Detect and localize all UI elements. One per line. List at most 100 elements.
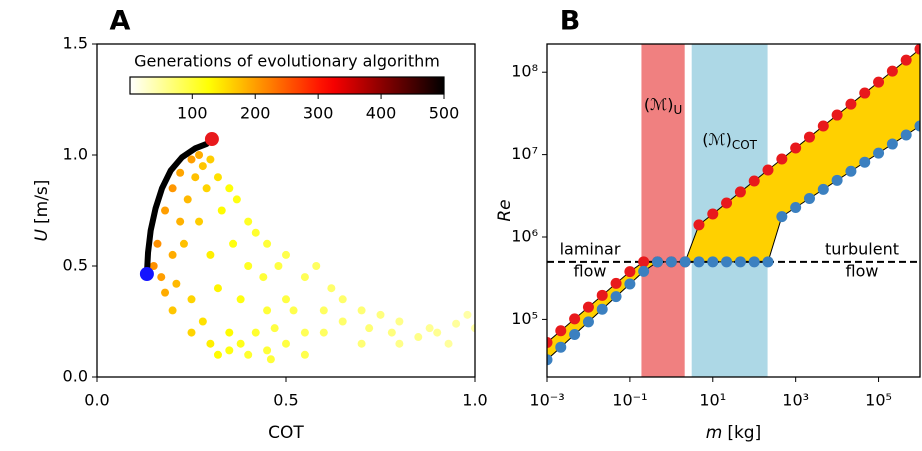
scatter-point: [395, 339, 404, 348]
series-dot: [914, 120, 920, 132]
scatter-point: [157, 273, 166, 282]
panel-label: B: [560, 6, 581, 37]
scatter-point: [225, 328, 234, 337]
scatter-point: [198, 317, 207, 326]
scatter-point: [263, 239, 272, 248]
series-dot: [624, 278, 636, 290]
scatter-point: [225, 346, 234, 355]
series-dot: [873, 76, 885, 88]
scatter-point: [357, 339, 366, 348]
colorbar-tick-label: 300: [303, 104, 334, 123]
scatter-point: [206, 155, 215, 164]
plot-area: [547, 44, 920, 377]
series-dot: [610, 291, 622, 303]
colorbar-tick-label: 400: [366, 104, 397, 123]
axis-label-unit: [m/s]: [32, 180, 52, 224]
series-dot: [638, 265, 650, 277]
scatter-point: [259, 273, 268, 282]
colorbar-tick-label: 100: [177, 104, 208, 123]
scatter-point: [183, 195, 192, 204]
series-dot: [693, 256, 705, 268]
series-dot: [707, 208, 719, 220]
y-tick-label: 1.0: [63, 145, 88, 164]
scatter-point: [300, 350, 309, 359]
series-dot: [790, 142, 802, 154]
series-dot: [845, 165, 857, 177]
scatter-point: [433, 328, 442, 337]
y-tick-label: 1.5: [63, 34, 88, 53]
series-line: [547, 48, 920, 343]
series-dot: [569, 313, 581, 325]
band-label-sub: COT: [732, 138, 758, 152]
scatter-point: [414, 333, 423, 342]
scatter-point: [187, 328, 196, 337]
scatter-point: [187, 155, 196, 164]
series-dot: [596, 289, 608, 301]
scatter-point: [300, 273, 309, 282]
axis-label: m [kg]: [706, 423, 761, 443]
axis-label-unit: [kg]: [727, 423, 761, 443]
band-label: (ℳ)COT: [702, 130, 757, 152]
axis-label: COT: [268, 423, 304, 443]
scatter-point: [471, 324, 475, 333]
scatter-point: [236, 339, 245, 348]
series-dot: [555, 341, 567, 353]
band-label-text: (ℳ): [702, 130, 732, 149]
series-dot: [638, 256, 650, 268]
series-dot: [859, 87, 871, 99]
scatter-point: [444, 339, 453, 348]
scatter-point: [172, 279, 181, 288]
scatter-point: [206, 339, 215, 348]
panel-label: A: [110, 6, 131, 37]
series-dot: [873, 147, 885, 159]
scatter-point: [365, 324, 374, 333]
series-dot: [707, 256, 719, 268]
scatter-point: [319, 328, 328, 337]
axis-label-text: COT: [268, 423, 304, 443]
scatter-point: [266, 355, 275, 364]
scatter-point: [213, 284, 222, 293]
series-dot: [748, 175, 760, 187]
series-dot: [582, 316, 594, 328]
series-dot: [748, 256, 760, 268]
series-dot: [845, 98, 857, 110]
series-dot: [721, 197, 733, 209]
scatter-point: [289, 306, 298, 315]
series-dot: [596, 303, 608, 315]
axis-label: U [m/s]: [32, 180, 52, 242]
series-dot: [610, 277, 622, 289]
scatter-point: [282, 250, 290, 259]
scatter-point: [229, 239, 238, 248]
scatter-point: [300, 328, 309, 337]
series-dot: [790, 202, 802, 214]
series-dot: [547, 354, 553, 366]
series-dot: [652, 256, 664, 268]
scatter-point: [357, 306, 366, 315]
scatter-point: [251, 228, 260, 237]
scatter-point: [387, 328, 396, 337]
scatter-point: [202, 184, 211, 193]
band: [641, 44, 685, 377]
y-tick-label: 10⁷: [511, 144, 538, 163]
x-tick-label: 10¹: [699, 391, 726, 410]
scatter-point: [425, 324, 434, 333]
panel-0: Generations of evolutionary algorithm 100…: [32, 6, 488, 444]
y-tick-label: 0.5: [63, 256, 88, 275]
series-dot: [734, 186, 746, 198]
scatter-point: [236, 295, 245, 304]
y-tick-label: 10⁵: [511, 309, 538, 328]
axis-label-text: Re: [495, 199, 515, 221]
scatter-point: [195, 151, 204, 159]
scatter-point: [161, 288, 170, 297]
y-tick-label: 0.0: [63, 367, 88, 386]
scatter-point: [395, 317, 404, 326]
scatter-point: [270, 324, 279, 333]
scatter-point: [168, 306, 177, 315]
series-dot: [886, 65, 898, 77]
scatter-point: [168, 184, 177, 193]
scatter-point: [376, 310, 385, 319]
endpoint: [139, 266, 154, 281]
scatter-point: [452, 319, 461, 328]
